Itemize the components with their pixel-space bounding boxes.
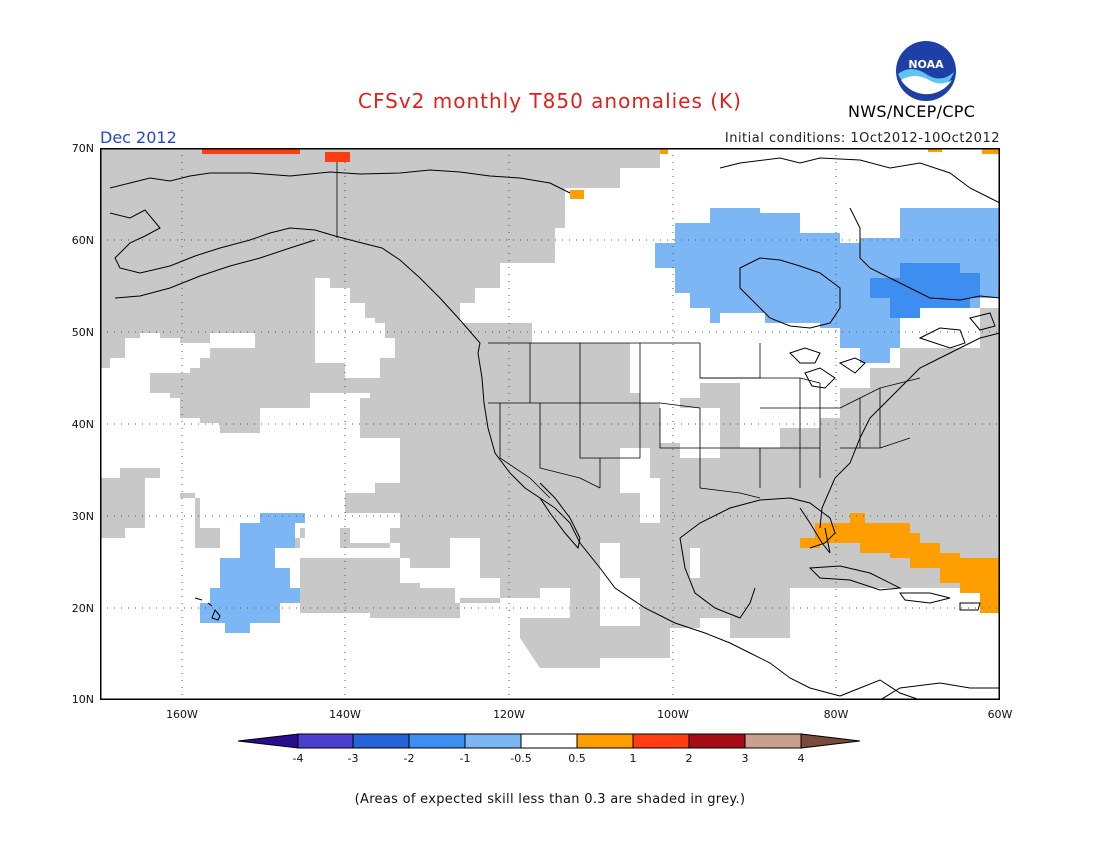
state-borders — [488, 342, 921, 499]
agency-label: NWS/NCEP/CPC — [848, 102, 976, 121]
colorbar-bin-11 — [800, 733, 861, 749]
forecast-month: Dec 2012 — [100, 128, 177, 147]
lat-label-30n: 30N — [71, 510, 94, 523]
colorbar-label-neg2: -2 — [403, 752, 415, 765]
colorbar-bin-3 — [352, 733, 410, 749]
positive-anomaly-orange-atlantic — [800, 513, 1000, 613]
lat-label-20n: 20N — [71, 602, 94, 615]
initial-conditions: Initial conditions: 1Oct2012-10Oct2012 — [724, 131, 1000, 146]
colorbar-bin-4 — [408, 733, 466, 749]
coastlines — [109, 157, 1000, 700]
logo-text: NOAA — [908, 58, 944, 71]
lon-label-160w: 160W — [166, 708, 198, 721]
colorbar-label-pos1: 1 — [629, 752, 637, 765]
skill-footnote: (Areas of expected skill less than 0.3 a… — [354, 792, 746, 807]
map-title: CFSv2 monthly T850 anomalies (K) — [358, 89, 742, 113]
lat-label-10n: 10N — [71, 693, 94, 706]
lon-label-100w: 100W — [657, 708, 689, 721]
lat-label-70n: 70N — [71, 142, 94, 155]
colorbar-bin-10 — [744, 733, 802, 749]
colorbar-label-neg05: -0.5 — [510, 752, 532, 765]
positive-anomaly-red-arctic — [202, 148, 300, 154]
colorbar — [238, 733, 861, 749]
anomaly-map — [100, 148, 1000, 700]
negative-anomaly-light-blue-hawaii — [200, 513, 305, 633]
lon-label-60w: 60W — [987, 708, 1013, 721]
colorbar-bin-2 — [297, 733, 354, 749]
lon-label-140w: 140W — [329, 708, 361, 721]
colorbar-bin-5 — [464, 733, 522, 749]
colorbar-bin-1 — [238, 733, 299, 749]
colorbar-label-pos2: 2 — [685, 752, 693, 765]
colorbar-label-pos05: 0.5 — [568, 752, 586, 765]
gridlines — [100, 148, 1000, 700]
colorbar-bin-9 — [688, 733, 746, 749]
colorbar-bin-6 — [520, 733, 578, 749]
colorbar-label-neg4: -4 — [292, 752, 304, 765]
lat-label-50n: 50N — [71, 326, 94, 339]
low-skill-shading-caribbean — [565, 626, 670, 658]
colorbar-label-pos4: 4 — [797, 752, 805, 765]
colorbar-label-neg1: -1 — [459, 752, 471, 765]
colorbar-label-pos3: 3 — [741, 752, 749, 765]
lon-label-80w: 80W — [823, 708, 849, 721]
positive-anomaly-orange-bits — [570, 190, 584, 199]
negative-anomaly-mid-blue-quebec — [870, 263, 980, 318]
noaa-logo-icon: NOAA — [896, 41, 956, 101]
low-skill-shading-mexico — [600, 493, 800, 628]
low-skill-shading-south-pacific — [100, 308, 1000, 638]
lat-label-60n: 60N — [71, 234, 94, 247]
lon-label-120w: 120W — [493, 708, 525, 721]
colorbar-bin-7 — [576, 733, 634, 749]
colorbar-bin-8 — [632, 733, 690, 749]
colorbar-label-neg3: -3 — [347, 752, 359, 765]
negative-anomaly-light-blue-canada — [655, 208, 1000, 363]
lat-label-40n: 40N — [71, 418, 94, 431]
